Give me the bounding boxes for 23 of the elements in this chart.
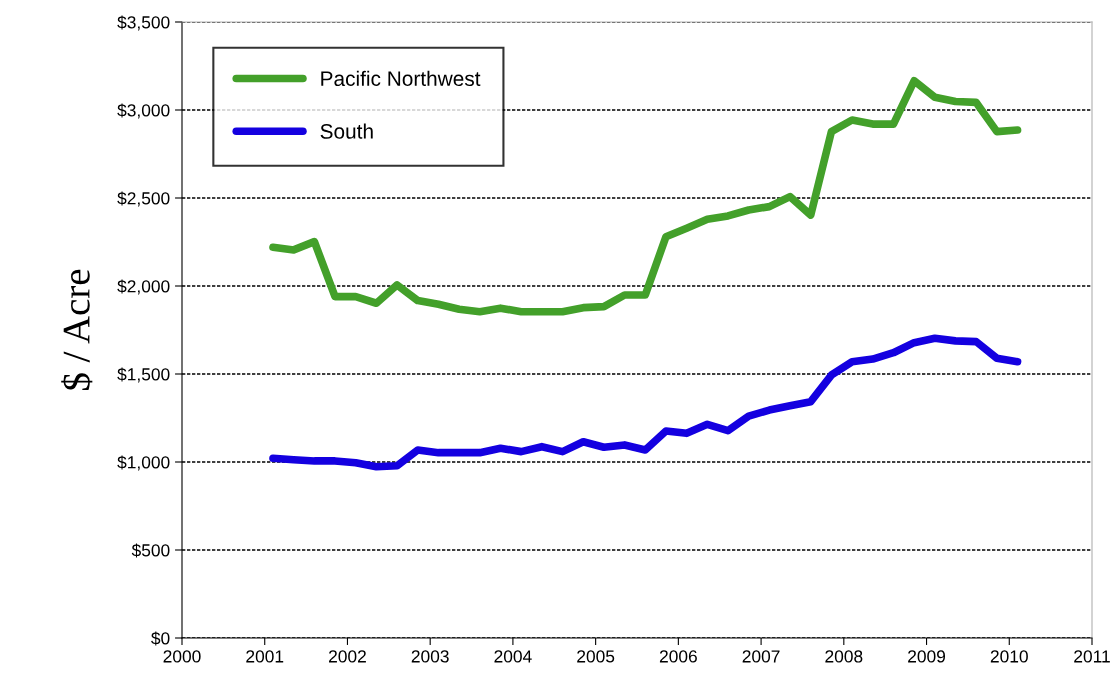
legend-label: Pacific Northwest	[321, 70, 481, 87]
x-tick-label: 2001	[246, 650, 284, 663]
x-tick-label: 2008	[825, 650, 863, 663]
y-tick-label: $3,500	[117, 15, 170, 31]
y-tick-label: $3,000	[117, 103, 170, 119]
y-tick-label: $0	[151, 631, 170, 646]
y-tick-label: $2,000	[117, 279, 170, 295]
y-axis-title: $ / Acre	[61, 269, 93, 390]
x-tick-label: 2007	[742, 650, 780, 663]
legend-label: South	[320, 123, 373, 139]
x-tick-label: 2005	[577, 650, 615, 663]
x-tick-label: 2000	[163, 650, 201, 663]
x-tick-label: 2011	[1074, 650, 1110, 663]
x-tick-label: 2009	[908, 650, 946, 663]
x-tick-label: 2010	[990, 650, 1028, 663]
x-tick-label: 2004	[494, 650, 532, 663]
y-tick-label: $1,500	[117, 367, 170, 383]
y-tick-label: $2,500	[117, 191, 170, 207]
x-tick-label: 2002	[329, 650, 366, 663]
y-tick-label: $500	[131, 543, 170, 558]
y-tick-label: $1,000	[117, 455, 170, 471]
x-tick-label: 2006	[659, 650, 697, 663]
x-tick-label: 2003	[411, 650, 449, 663]
